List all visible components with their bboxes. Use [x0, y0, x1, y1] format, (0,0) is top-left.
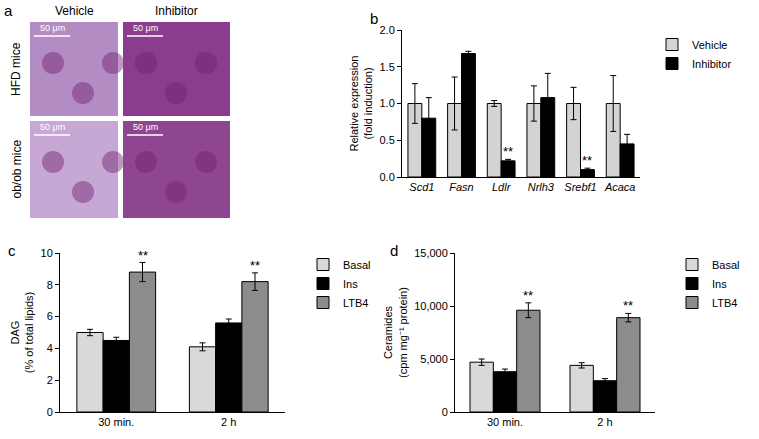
svg-text:Ceramides(cpm mg⁻¹ protein): Ceramides(cpm mg⁻¹ protein) [382, 287, 408, 378]
svg-text:d: d [390, 242, 398, 259]
svg-text:c: c [8, 242, 16, 259]
svg-text:30 min.: 30 min. [98, 416, 134, 428]
svg-text:DAG(% of total lipids): DAG(% of total lipids) [9, 292, 35, 373]
svg-text:50 μm: 50 μm [40, 23, 65, 33]
svg-text:Srebf1: Srebf1 [564, 181, 596, 193]
svg-text:b: b [370, 10, 378, 27]
svg-text:15,000: 15,000 [414, 247, 448, 259]
svg-text:**: ** [503, 144, 513, 159]
svg-text:2.0: 2.0 [380, 24, 395, 36]
svg-text:5,000: 5,000 [420, 353, 448, 365]
svg-text:2 h: 2 h [597, 416, 612, 428]
svg-text:30 min.: 30 min. [487, 416, 523, 428]
svg-text:Basal: Basal [343, 259, 371, 271]
svg-text:Scd1: Scd1 [409, 181, 434, 193]
svg-text:4: 4 [47, 342, 53, 354]
svg-text:Inhibitor: Inhibitor [155, 4, 198, 18]
svg-text:LTB4: LTB4 [712, 297, 737, 309]
svg-text:0.0: 0.0 [380, 171, 395, 183]
svg-text:Acaca: Acaca [604, 181, 636, 193]
svg-text:50 μm: 50 μm [133, 23, 158, 33]
svg-text:Vehicle: Vehicle [55, 4, 94, 18]
svg-text:Nrlh3: Nrlh3 [528, 181, 555, 193]
svg-text:Fasn: Fasn [449, 181, 473, 193]
svg-text:**: ** [138, 248, 148, 263]
svg-text:Relative expression(fold induc: Relative expression(fold induction) [348, 56, 374, 152]
svg-text:0: 0 [47, 406, 53, 418]
svg-text:2: 2 [47, 374, 53, 386]
svg-text:**: ** [523, 288, 533, 303]
svg-text:50 μm: 50 μm [133, 122, 158, 132]
svg-text:0.5: 0.5 [380, 134, 395, 146]
svg-text:1.5: 1.5 [380, 61, 395, 73]
svg-text:8: 8 [47, 279, 53, 291]
svg-text:ob/ob mice: ob/ob mice [10, 139, 24, 198]
svg-text:0: 0 [442, 406, 448, 418]
svg-text:Ins: Ins [712, 278, 727, 290]
svg-text:2 h: 2 h [221, 416, 236, 428]
svg-text:HFD mice: HFD mice [9, 42, 23, 96]
svg-text:**: ** [623, 298, 633, 313]
svg-text:6: 6 [47, 310, 53, 322]
svg-text:50 μm: 50 μm [40, 122, 65, 132]
svg-text:10,000: 10,000 [414, 300, 448, 312]
svg-text:**: ** [582, 153, 592, 168]
svg-text:LTB4: LTB4 [343, 297, 368, 309]
svg-text:**: ** [250, 258, 260, 273]
svg-text:a: a [4, 2, 13, 19]
svg-text:Basal: Basal [712, 259, 740, 271]
svg-text:1.0: 1.0 [380, 97, 395, 109]
svg-text:Ins: Ins [343, 278, 358, 290]
svg-text:Inhibitor: Inhibitor [692, 58, 731, 70]
svg-text:Vehicle: Vehicle [692, 39, 727, 51]
svg-text:Ldlr: Ldlr [492, 181, 512, 193]
svg-text:10: 10 [41, 247, 53, 259]
